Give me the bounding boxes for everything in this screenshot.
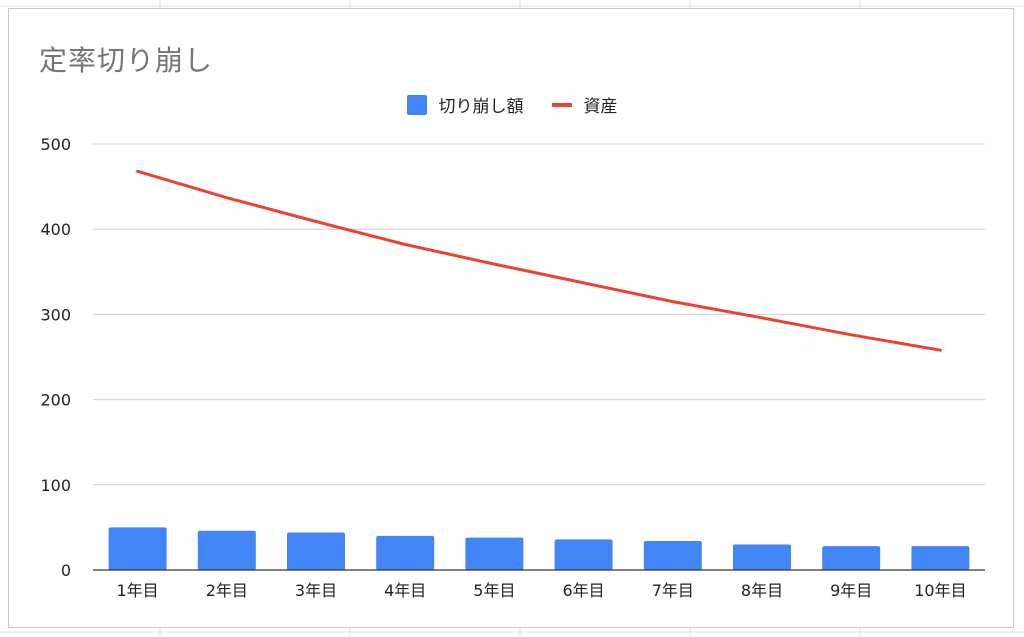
chart-legend: 切り崩し額 資産 (9, 92, 1015, 117)
legend-label-bars: 切り崩し額 (438, 97, 524, 117)
bar-7 (643, 541, 702, 570)
legend-swatch-bar (406, 94, 427, 115)
x-tick-label: 2年目 (206, 581, 248, 600)
bar-2 (197, 530, 256, 570)
bar-6 (554, 539, 613, 570)
line-series-assets (136, 169, 942, 352)
y-tick-label: 0 (61, 561, 71, 580)
y-tick-label: 100 (40, 476, 71, 495)
bar-3 (287, 532, 345, 570)
y-tick-label: 400 (40, 220, 71, 239)
legend-swatch-line (551, 102, 572, 107)
bar-10 (911, 546, 970, 570)
x-tick-label: 9年目 (830, 581, 872, 600)
x-tick-label: 3年目 (295, 581, 337, 600)
x-tick-label: 4年目 (384, 581, 426, 600)
x-tick-label: 7年目 (652, 581, 694, 600)
x-tick-label: 10年目 (914, 581, 966, 600)
x-tick-label: 8年目 (741, 581, 783, 600)
bar-4 (376, 535, 435, 570)
chart-plot: 0 100 200 300 400 500 1年目 2年目 3年目 4年目 5年目 6年目 7年目 8年目… (40, 135, 985, 600)
legend-label-line: 資産 (583, 97, 618, 117)
chart-title: 定率切り崩し (39, 44, 214, 77)
x-tick-label: 1年目 (117, 581, 159, 600)
y-tick-label: 200 (40, 391, 71, 410)
legend-item-bars: 切り崩し額 (406, 92, 524, 117)
bar-1 (108, 527, 167, 570)
chart-card: 0 100 200 300 400 500 1年目 2年目 3年目 4年目 5年目 6年目 7年目 8年目… (8, 8, 1014, 628)
y-tick-label: 300 (40, 305, 71, 324)
bar-9 (822, 546, 881, 570)
bar-8 (733, 544, 791, 570)
x-tick-label: 5年目 (473, 581, 515, 600)
x-tick-label: 6年目 (563, 581, 605, 600)
legend-item-line: 資産 (551, 92, 618, 117)
bar-5 (465, 537, 524, 570)
y-tick-label: 500 (40, 135, 71, 154)
